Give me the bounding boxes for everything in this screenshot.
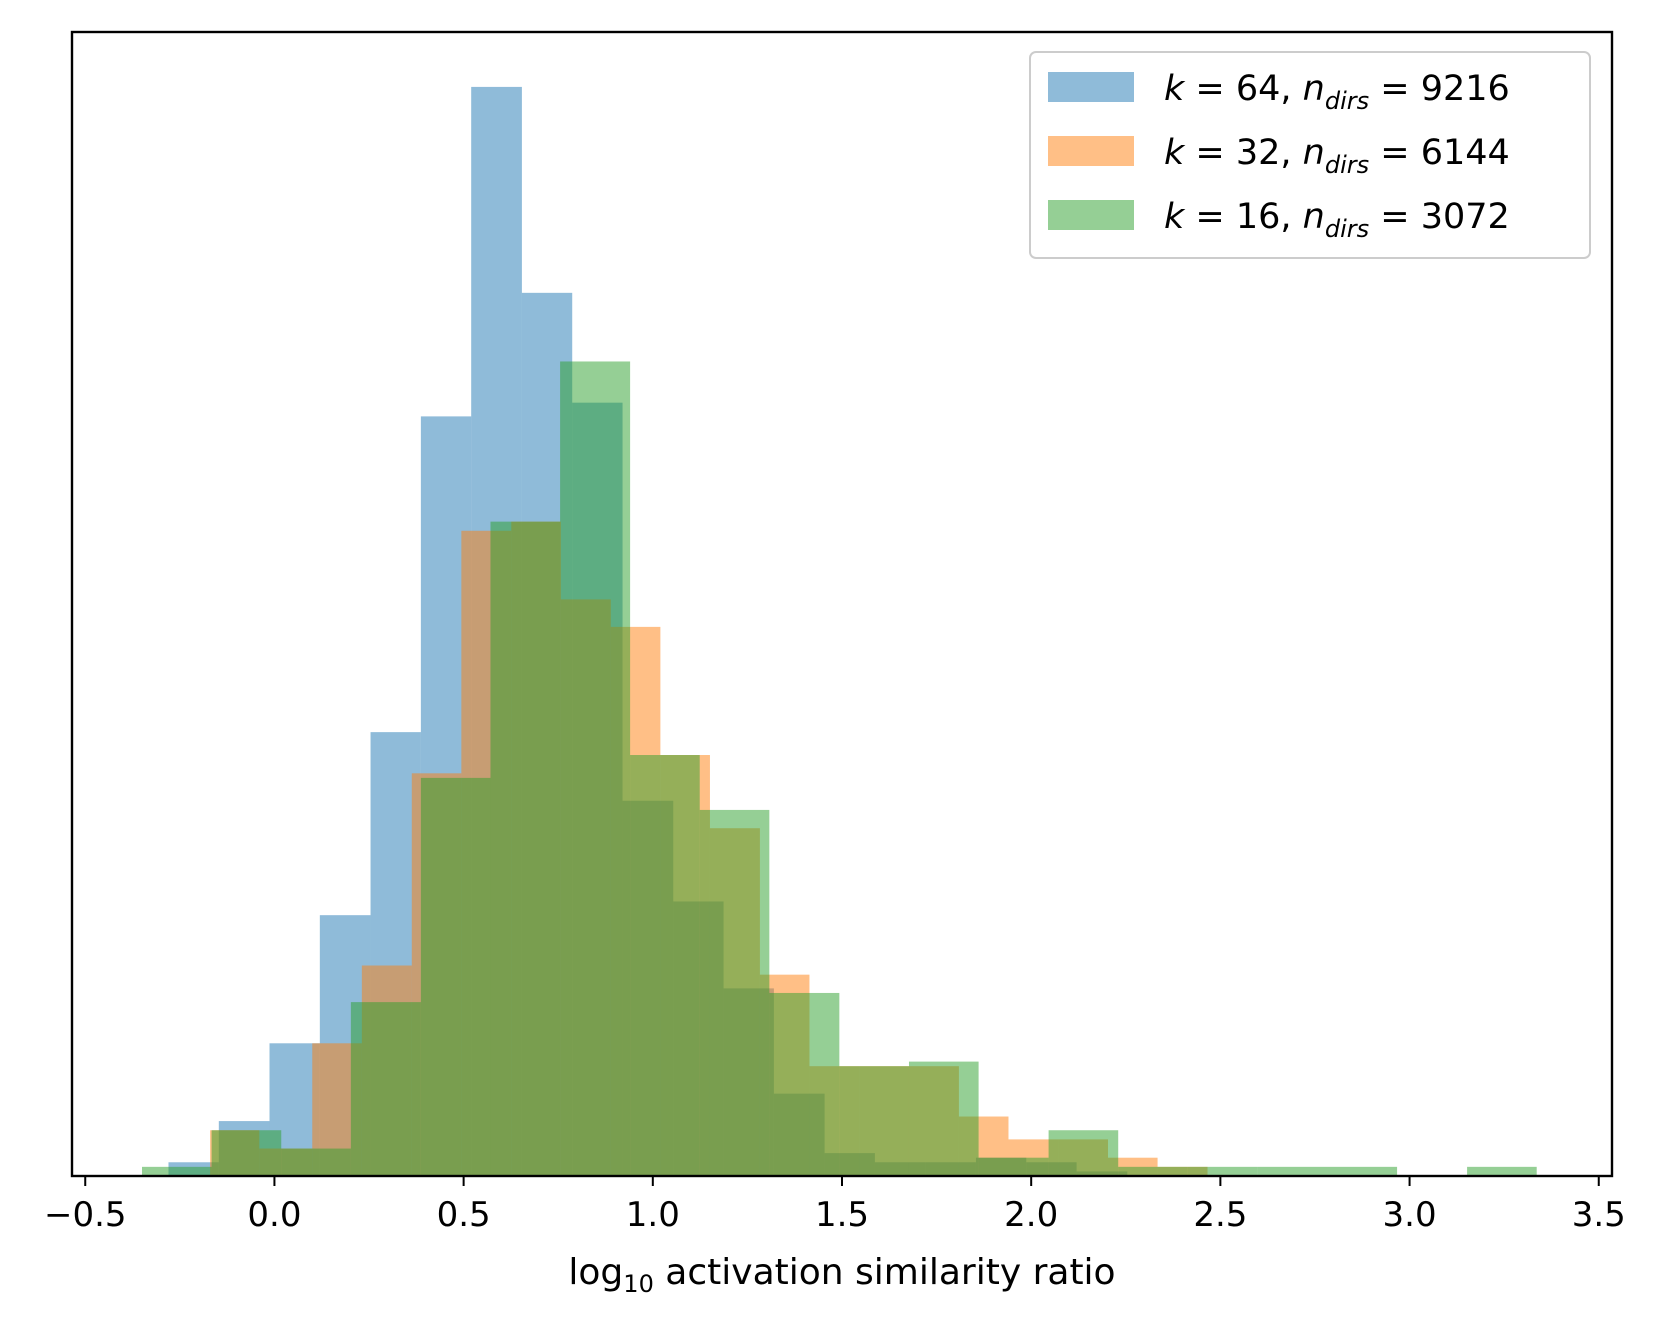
legend-box xyxy=(1029,51,1591,259)
x-axis-label-prefix: log xyxy=(568,1252,623,1293)
legend-swatch-3 xyxy=(1048,200,1134,230)
x-tick-label-5: 1.5 xyxy=(815,1195,869,1235)
x-axis: −0.5 0.0 0.5 1.0 1.5 2.0 2.5 3.0 3.5 xyxy=(44,1176,1626,1235)
x-axis-label: log10 activation similarity ratio xyxy=(568,1252,1115,1298)
x-tick-label-8: 3.0 xyxy=(1383,1195,1437,1235)
histogram-bar-series-3-bin-7 xyxy=(560,361,631,1176)
legend-label-3: k = 16, ndirs = 3072 xyxy=(1164,197,1510,243)
histogram-bar-series-3-bin-2 xyxy=(211,1130,282,1176)
legend-label-1: k = 64, ndirs = 9216 xyxy=(1164,69,1510,115)
histogram-bar-series-3-bin-16 xyxy=(1187,1166,1258,1176)
histogram-bar-series-3-bin-5 xyxy=(420,777,491,1176)
histogram-bars xyxy=(142,86,1537,1177)
histogram-bar-series-3-bin-20 xyxy=(1467,1166,1537,1176)
legend-swatch-1 xyxy=(1048,72,1134,102)
histogram-bar-series-3-bin-13 xyxy=(978,1157,1049,1176)
histogram-bar-series-3-bin-18 xyxy=(1327,1166,1398,1176)
histogram-bar-series-3-bin-12 xyxy=(908,1061,979,1176)
histogram-bar-series-3-bin-17 xyxy=(1257,1166,1328,1176)
legend-swatch-2 xyxy=(1048,136,1134,166)
x-tick-label-2: 0.0 xyxy=(247,1195,301,1235)
x-tick-label-4: 1.0 xyxy=(626,1195,680,1235)
histogram-bar-series-3-bin-14 xyxy=(1048,1130,1119,1176)
x-axis-label-subscript: 10 xyxy=(623,1270,654,1298)
histogram-bar-series-3-bin-6 xyxy=(490,521,561,1176)
histogram-bar-series-3-bin-9 xyxy=(699,809,770,1176)
histogram-bar-series-3-bin-1 xyxy=(142,1166,212,1176)
histogram-bar-series-3-bin-10 xyxy=(769,992,840,1176)
x-tick-label-6: 2.0 xyxy=(1004,1195,1058,1235)
histogram-bar-series-3-bin-15 xyxy=(1118,1166,1188,1176)
histogram-bar-series-3-bin-4 xyxy=(350,1002,421,1176)
histogram-bar-series-3-bin-11 xyxy=(839,1066,909,1176)
x-tick-label-9: 3.5 xyxy=(1572,1195,1626,1235)
histogram-bar-series-3-bin-3 xyxy=(281,1148,351,1176)
legend: k = 64, ndirs = 9216 k = 32, ndirs = 6144… xyxy=(1029,51,1591,259)
x-tick-label-3: 0.5 xyxy=(437,1195,491,1235)
histogram-bar-series-3-bin-8 xyxy=(630,755,700,1176)
x-tick-label-7: 2.5 xyxy=(1193,1195,1247,1235)
x-axis-label-suffix: activation similarity ratio xyxy=(654,1252,1116,1293)
legend-label-2: k = 32, ndirs = 6144 xyxy=(1164,133,1510,179)
x-tick-label-1: −0.5 xyxy=(44,1195,127,1235)
